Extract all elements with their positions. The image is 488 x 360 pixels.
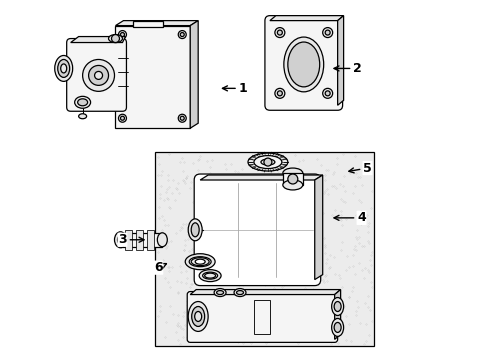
Ellipse shape [58,59,69,77]
Polygon shape [115,21,198,26]
Circle shape [322,28,332,37]
Ellipse shape [114,232,126,248]
Ellipse shape [283,37,323,92]
Circle shape [118,31,126,39]
FancyBboxPatch shape [187,292,337,342]
Polygon shape [269,15,343,21]
Polygon shape [190,21,198,128]
Text: 6: 6 [154,261,166,274]
Circle shape [120,116,124,120]
Polygon shape [337,15,343,105]
Ellipse shape [331,298,343,315]
Circle shape [277,30,282,35]
Ellipse shape [199,270,221,282]
Ellipse shape [282,180,302,190]
Ellipse shape [191,258,209,266]
Ellipse shape [236,291,243,294]
Ellipse shape [234,289,245,297]
Circle shape [120,32,124,37]
Circle shape [264,158,271,166]
FancyBboxPatch shape [264,15,342,110]
Bar [282,173,302,185]
Polygon shape [200,175,322,180]
Bar [120,233,162,247]
Ellipse shape [189,257,211,267]
Polygon shape [190,289,340,294]
Ellipse shape [202,272,217,279]
Ellipse shape [214,289,225,297]
Circle shape [178,31,186,39]
Ellipse shape [195,259,205,264]
Ellipse shape [78,99,87,106]
Circle shape [118,114,126,122]
Bar [133,21,163,27]
Ellipse shape [247,153,287,171]
Ellipse shape [253,156,281,168]
Circle shape [180,32,184,37]
Ellipse shape [188,219,202,241]
Ellipse shape [79,114,86,119]
Ellipse shape [157,233,167,247]
Bar [155,152,374,346]
Ellipse shape [194,311,201,321]
Bar [147,230,154,250]
Circle shape [88,66,108,85]
Circle shape [82,59,114,91]
Ellipse shape [75,96,90,108]
Ellipse shape [188,302,208,332]
Ellipse shape [282,168,302,178]
FancyBboxPatch shape [66,39,126,111]
Ellipse shape [61,64,66,73]
Circle shape [322,88,332,98]
Text: 2: 2 [333,62,361,75]
Bar [125,230,132,250]
Polygon shape [314,175,322,280]
Ellipse shape [261,159,274,165]
Ellipse shape [333,302,341,311]
Circle shape [180,116,184,120]
Circle shape [178,114,186,122]
Ellipse shape [333,323,341,332]
Text: 5: 5 [348,162,371,175]
Ellipse shape [287,42,319,87]
FancyBboxPatch shape [194,174,320,285]
Text: 1: 1 [222,82,247,95]
Ellipse shape [185,254,215,270]
Ellipse shape [331,319,343,336]
Ellipse shape [216,291,223,294]
Ellipse shape [117,236,123,244]
Text: 3: 3 [118,233,144,246]
Circle shape [325,91,329,96]
Circle shape [277,91,282,96]
Circle shape [94,71,102,80]
Circle shape [287,174,297,184]
Bar [253,300,269,334]
Circle shape [111,35,119,42]
Ellipse shape [55,55,73,81]
Circle shape [325,30,329,35]
Circle shape [274,28,285,37]
Polygon shape [334,289,340,339]
Bar [136,230,143,250]
Ellipse shape [108,35,122,42]
Circle shape [274,88,285,98]
Ellipse shape [191,223,199,237]
Text: 4: 4 [333,211,365,224]
Ellipse shape [204,273,215,278]
Ellipse shape [191,306,204,327]
Polygon shape [115,26,190,128]
Polygon shape [71,37,125,42]
